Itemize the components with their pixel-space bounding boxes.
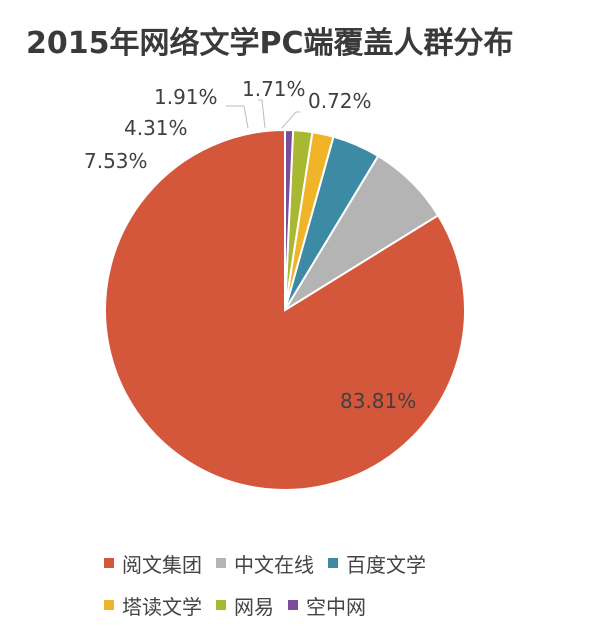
legend-row: 阅文集团 中文在线 百度文学 xyxy=(104,548,524,578)
legend-swatch xyxy=(104,600,114,610)
legend-swatch xyxy=(328,558,338,568)
legend-item-tadu: 塔读文学 xyxy=(104,591,202,620)
data-label: 83.81% xyxy=(340,389,416,413)
legend-swatch xyxy=(288,600,298,610)
data-label: 4.31% xyxy=(124,116,188,140)
data-label: 0.72% xyxy=(308,89,372,113)
legend-label: 塔读文学 xyxy=(122,594,202,619)
legend-swatch xyxy=(216,558,226,568)
data-label: 7.53% xyxy=(84,149,148,173)
legend-label: 中文在线 xyxy=(234,552,314,577)
leader-line xyxy=(258,99,266,129)
leader-line xyxy=(226,105,249,129)
legend-item-baidu: 百度文学 xyxy=(328,549,426,578)
data-label: 1.91% xyxy=(154,85,218,109)
leader-line xyxy=(281,111,300,129)
legend-swatch xyxy=(104,558,114,568)
pie-slice xyxy=(104,128,466,491)
legend-item-zhongwen: 中文在线 xyxy=(216,549,314,578)
legend-row: 塔读文学 网易 空中网 xyxy=(104,590,524,620)
legend-label: 网易 xyxy=(234,594,274,619)
legend-label: 阅文集团 xyxy=(122,552,202,577)
legend-item-wangyi: 网易 xyxy=(216,591,274,620)
legend-item-yuewen: 阅文集团 xyxy=(104,549,202,578)
data-label: 1.71% xyxy=(242,77,306,101)
legend-label: 空中网 xyxy=(306,594,366,619)
legend-label: 百度文学 xyxy=(346,552,426,577)
pie-chart: 83.81% 7.53% 4.31% 1.91% 1.71% 0.72% xyxy=(84,77,466,491)
legend: 阅文集团 中文在线 百度文学 塔读文学 网易 空中网 xyxy=(104,548,524,632)
legend-swatch xyxy=(216,600,226,610)
pie-slice xyxy=(284,128,295,311)
chart-title: 2015年网络文学PC端覆盖人群分布 xyxy=(26,26,514,61)
legend-item-kongzhong: 空中网 xyxy=(288,591,366,620)
